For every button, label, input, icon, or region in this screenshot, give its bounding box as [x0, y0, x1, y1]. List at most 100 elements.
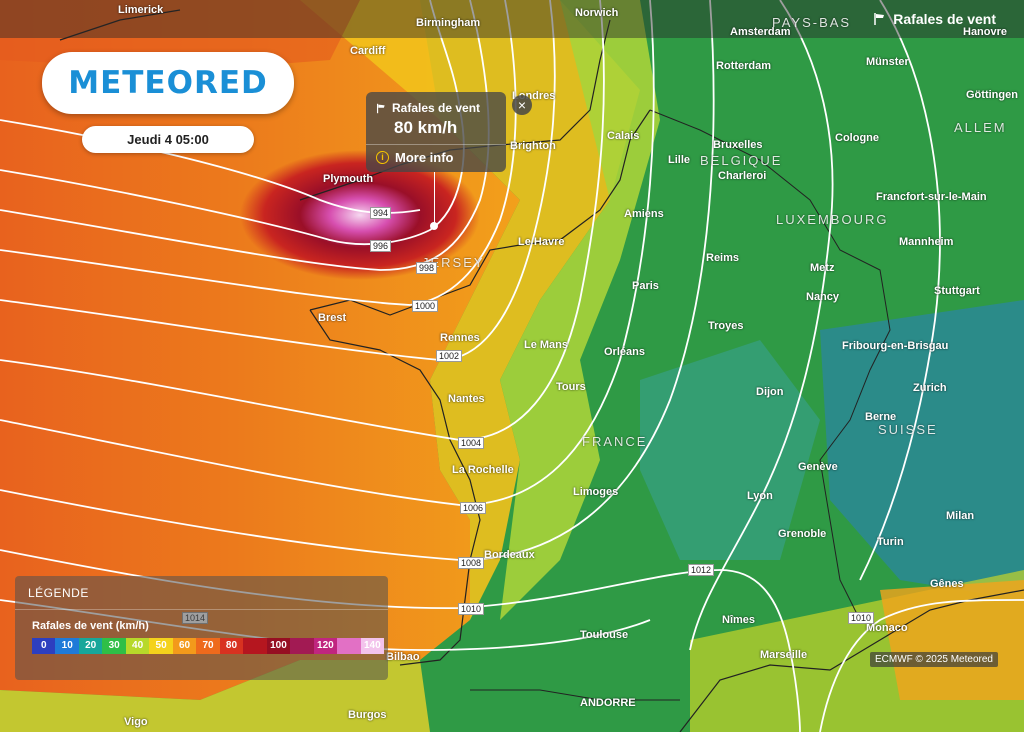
legend-panel[interactable]: LÉGENDE Rafales de vent (km/h) 0 10 20 30 40…: [15, 576, 388, 680]
city-label[interactable]: Metz: [810, 262, 835, 274]
layer-title[interactable]: Rafales de vent: [873, 11, 996, 27]
city-label[interactable]: Limoges: [573, 486, 619, 498]
city-label[interactable]: Norwich: [575, 7, 619, 19]
city-label[interactable]: Monaco: [866, 622, 908, 634]
city-label[interactable]: Zurich: [913, 382, 947, 394]
city-label[interactable]: Nancy: [806, 291, 840, 303]
legend-step: [337, 638, 361, 654]
city-label[interactable]: Plymouth: [323, 173, 374, 185]
city-label[interactable]: Bruxelles: [713, 139, 763, 151]
city-label[interactable]: Bilbao: [386, 651, 420, 663]
legend-step: 10: [55, 638, 79, 654]
popup-pin-line: [434, 172, 435, 224]
city-label[interactable]: Cardiff: [350, 45, 386, 57]
city-label[interactable]: Rotterdam: [716, 60, 772, 72]
legend-title: LÉGENDE: [28, 586, 89, 600]
city-label[interactable]: Le Mans: [524, 339, 569, 351]
city-label[interactable]: Münster: [866, 56, 909, 68]
city-label[interactable]: Mannheim: [899, 236, 954, 248]
wind-flag-icon: [874, 13, 885, 25]
city-label[interactable]: Rennes: [440, 332, 480, 344]
city-label[interactable]: Birmingham: [416, 17, 481, 29]
country-label: PAYS-BAS: [772, 15, 852, 30]
isobar-label: 1010: [848, 612, 875, 624]
city-label[interactable]: La Rochelle: [452, 464, 514, 476]
city-label[interactable]: Reims: [706, 252, 740, 264]
legend-step: [243, 638, 267, 654]
forecast-time[interactable]: Jeudi 4 05:00: [82, 126, 254, 153]
city-label[interactable]: Dijon: [756, 386, 784, 398]
isobar-label: 1000: [412, 300, 439, 312]
meteored-logo[interactable]: METEORED: [42, 52, 294, 114]
copyright: ECMWF © 2025 Meteored: [870, 652, 998, 667]
city-label[interactable]: Vigo: [124, 716, 148, 728]
city-label[interactable]: Genève: [798, 461, 838, 473]
city-label[interactable]: Paris: [632, 280, 659, 292]
legend-step: 70: [196, 638, 220, 654]
country-label: JERSEY: [422, 255, 485, 270]
legend-color-scale: 0 10 20 30 40 50 60 70 80 100 120 140: [32, 638, 385, 654]
gust-popup: Rafales de vent 80 km/h i More info: [366, 92, 506, 172]
legend-step: 140: [360, 638, 385, 654]
city-label[interactable]: Bordeaux: [484, 549, 535, 561]
isobar-label: 1010: [458, 603, 485, 615]
city-label[interactable]: Orléans: [604, 346, 645, 358]
city-label[interactable]: Brighton: [510, 140, 556, 152]
city-label[interactable]: Nîmes: [722, 614, 756, 626]
city-label[interactable]: Nantes: [448, 393, 485, 405]
city-label[interactable]: Amsterdam: [730, 26, 791, 38]
legend-step: 60: [172, 638, 197, 654]
city-label[interactable]: Fribourg-en-Brisgau: [842, 340, 949, 352]
country-label: FRANCE: [582, 434, 648, 449]
popup-close-button[interactable]: ×: [512, 95, 532, 115]
isobar-label: 994: [370, 207, 392, 219]
legend-step: 100: [266, 638, 291, 654]
city-label[interactable]: Charleroi: [718, 170, 767, 182]
city-label[interactable]: Calais: [607, 130, 640, 142]
city-label[interactable]: Brest: [318, 312, 347, 324]
city-label[interactable]: Toulouse: [580, 629, 629, 641]
legend-step: 0: [32, 638, 56, 654]
city-label[interactable]: Milan: [946, 510, 975, 522]
city-label[interactable]: Limerick: [118, 4, 164, 16]
city-label[interactable]: Göttingen: [966, 89, 1018, 101]
legend-step: 80: [219, 638, 244, 654]
popup-divider: [366, 144, 506, 145]
city-label[interactable]: Marseille: [760, 649, 808, 661]
city-label[interactable]: Gênes: [930, 578, 964, 590]
isobar-label: 998: [416, 262, 438, 274]
city-label[interactable]: Amiens: [624, 208, 664, 220]
legend-step: 120: [313, 638, 338, 654]
city-label[interactable]: Berne: [865, 411, 897, 423]
legend-subtitle: Rafales de vent (km/h): [32, 620, 149, 632]
city-label[interactable]: Cologne: [835, 132, 879, 144]
isobar-label: 1004: [458, 437, 485, 449]
city-label[interactable]: Grenoble: [778, 528, 827, 540]
country-label: LUXEMBOURG: [776, 212, 889, 227]
city-label[interactable]: Le Havre: [518, 236, 565, 248]
city-label[interactable]: Troyes: [708, 320, 744, 332]
popup-gust-value: 80 km/h: [394, 118, 458, 137]
popup-location-marker[interactable]: [430, 222, 438, 230]
legend-step: [290, 638, 314, 654]
isobar-label: 1012: [688, 564, 715, 576]
city-label[interactable]: Lyon: [747, 490, 773, 502]
city-label[interactable]: Hanovre: [963, 26, 1008, 38]
wind-flag-icon: [376, 103, 385, 113]
isobar-label: 996: [370, 240, 392, 252]
city-label[interactable]: Lille: [668, 154, 691, 166]
city-label[interactable]: ANDORRE: [580, 697, 636, 709]
more-info-link[interactable]: i More info: [376, 150, 454, 165]
city-label[interactable]: Stuttgart: [934, 285, 980, 297]
legend-step: 40: [125, 638, 150, 654]
isobar-label: 1006: [460, 502, 487, 514]
city-label[interactable]: Burgos: [348, 709, 387, 721]
city-label[interactable]: Tours: [556, 381, 586, 393]
city-label[interactable]: Turin: [877, 536, 904, 548]
more-info-label: More info: [395, 150, 454, 165]
top-bar: [0, 0, 1024, 38]
city-label[interactable]: Francfort-sur-le-Main: [876, 191, 987, 203]
popup-title-label: Rafales de vent: [392, 101, 481, 115]
layer-title-label: Rafales de vent: [893, 11, 996, 27]
